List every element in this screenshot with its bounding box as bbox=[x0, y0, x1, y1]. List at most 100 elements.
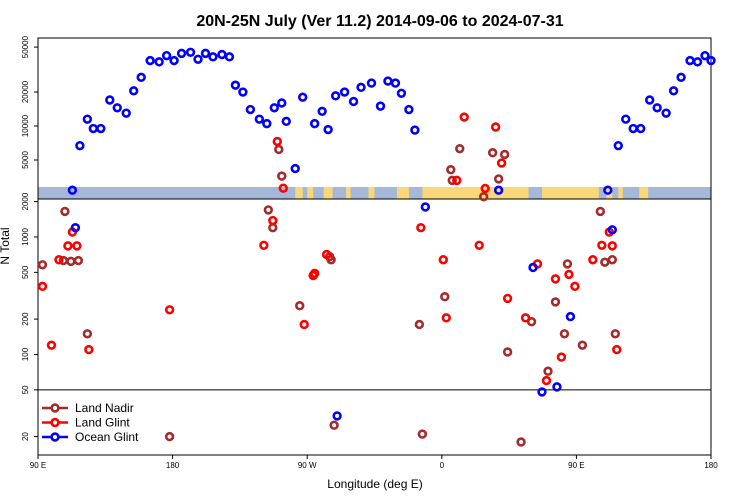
ocean-glint-point bbox=[254, 114, 265, 124]
land-glint-point bbox=[480, 183, 490, 194]
land-nadir-point bbox=[610, 329, 620, 339]
legend-label: Land Glint bbox=[75, 416, 130, 430]
land-nadir-point bbox=[414, 319, 425, 330]
ocean-glint-point bbox=[193, 54, 203, 64]
ocean-glint-point bbox=[652, 103, 662, 113]
land-nadir-point bbox=[543, 366, 553, 376]
ocean-glint-point bbox=[145, 55, 155, 66]
ocean-glint-point bbox=[356, 82, 366, 93]
ocean-glint-point bbox=[613, 140, 623, 151]
ocean-glint-point bbox=[390, 78, 401, 88]
land-nadir-point bbox=[595, 206, 606, 217]
land-glint-point bbox=[570, 281, 580, 292]
land-glint-point bbox=[556, 352, 567, 362]
ocean-glint-point bbox=[348, 96, 359, 107]
land-glint-point bbox=[607, 241, 617, 251]
y-tick-label: 200 bbox=[21, 312, 30, 326]
x-axis-label: Longitude (deg E) bbox=[327, 477, 422, 491]
ocean-glint-point bbox=[565, 311, 576, 322]
ocean-glint-point bbox=[230, 80, 241, 90]
series-land-nadir bbox=[37, 143, 620, 447]
ocean-glint-point bbox=[607, 225, 617, 235]
land-nadir-point bbox=[417, 429, 428, 439]
land-nadir-point bbox=[274, 144, 284, 155]
y-tick-label: 50 bbox=[21, 385, 30, 394]
ocean-glint-point bbox=[317, 106, 327, 116]
land-patch bbox=[422, 187, 505, 199]
land-nadir-point bbox=[446, 165, 456, 175]
land-nadir-point bbox=[329, 420, 339, 430]
x-tick-label: 0 bbox=[440, 461, 445, 470]
land-glint-point bbox=[612, 344, 622, 355]
data-points bbox=[37, 47, 716, 447]
ocean-glint-point bbox=[309, 118, 320, 129]
land-nadir-point bbox=[487, 148, 498, 158]
legend-label: Ocean Glint bbox=[75, 430, 139, 444]
land-glint-point bbox=[37, 281, 48, 292]
ocean-glint-point bbox=[636, 123, 646, 134]
ocean-glint-point bbox=[644, 95, 655, 105]
land-nadir-point bbox=[577, 340, 588, 350]
ocean-glint-point bbox=[375, 101, 386, 111]
land-nadir-point bbox=[516, 437, 526, 447]
land-glint-point bbox=[84, 344, 94, 355]
land-nadir-point bbox=[607, 255, 617, 265]
ocean-glint-point bbox=[700, 50, 710, 61]
ocean-glint-point bbox=[493, 185, 504, 195]
ocean-glint-point bbox=[154, 57, 164, 67]
ocean-glint-point bbox=[105, 95, 115, 105]
x-tick-label: 180 bbox=[704, 461, 718, 470]
land-nadir-point bbox=[277, 171, 287, 181]
ocean-glint-point bbox=[621, 114, 631, 124]
land-glint-point bbox=[278, 183, 288, 193]
ocean-glint-point bbox=[420, 202, 431, 212]
ocean-glint-point bbox=[676, 72, 686, 83]
ocean-glint-point bbox=[281, 116, 291, 127]
land-glint-point bbox=[564, 269, 574, 280]
y-tick-label: 20 bbox=[21, 432, 30, 441]
land-glint-point bbox=[438, 255, 448, 265]
ocean-glint-point bbox=[692, 57, 703, 67]
series-ocean-glint bbox=[67, 47, 716, 421]
ocean-glint-point bbox=[245, 104, 256, 115]
land-glint-point bbox=[72, 241, 82, 251]
x-tick-label: 90 E bbox=[568, 461, 584, 470]
land-patch bbox=[346, 187, 351, 199]
land-nadir-point bbox=[447, 175, 457, 186]
land-nadir-point bbox=[600, 257, 610, 267]
ocean-glint-point bbox=[603, 185, 613, 195]
land-glint-point bbox=[268, 215, 278, 226]
land-nadir-point bbox=[493, 174, 504, 184]
y-tick-label: 20000 bbox=[21, 80, 30, 103]
land-glint-point bbox=[46, 340, 57, 350]
ocean-glint-point bbox=[185, 47, 196, 57]
legend-marker bbox=[50, 417, 60, 428]
ocean-glint-point bbox=[668, 86, 679, 96]
land-patch bbox=[564, 187, 571, 199]
ocean-glint-point bbox=[661, 108, 671, 118]
y-tick-label: 500 bbox=[21, 265, 30, 279]
land-patch bbox=[618, 187, 623, 199]
ocean-glint-point bbox=[70, 222, 81, 233]
land-nadir-point bbox=[60, 206, 70, 217]
world-map-band bbox=[38, 187, 711, 199]
land-glint-point bbox=[54, 255, 64, 265]
y-tick-label: 2000 bbox=[21, 192, 30, 210]
land-glint-point bbox=[520, 313, 531, 323]
ocean-glint-point bbox=[396, 88, 407, 98]
land-glint-point bbox=[496, 158, 507, 168]
ocean-glint-point bbox=[262, 118, 272, 129]
ocean-glint-point bbox=[224, 52, 235, 62]
land-glint-point bbox=[441, 313, 451, 323]
ocean-glint-point bbox=[208, 52, 218, 62]
land-nadir-point bbox=[502, 347, 513, 357]
y-tick-label: 10000 bbox=[21, 114, 30, 137]
land-glint-point bbox=[502, 293, 513, 304]
land-nadir-point bbox=[550, 297, 561, 307]
land-patch bbox=[307, 187, 314, 199]
y-tick-label: 5000 bbox=[21, 151, 30, 169]
ocean-glint-point bbox=[238, 87, 248, 97]
x-tick-label: 90 E bbox=[30, 461, 46, 470]
ocean-glint-point bbox=[82, 114, 93, 124]
ocean-glint-point bbox=[706, 55, 716, 66]
